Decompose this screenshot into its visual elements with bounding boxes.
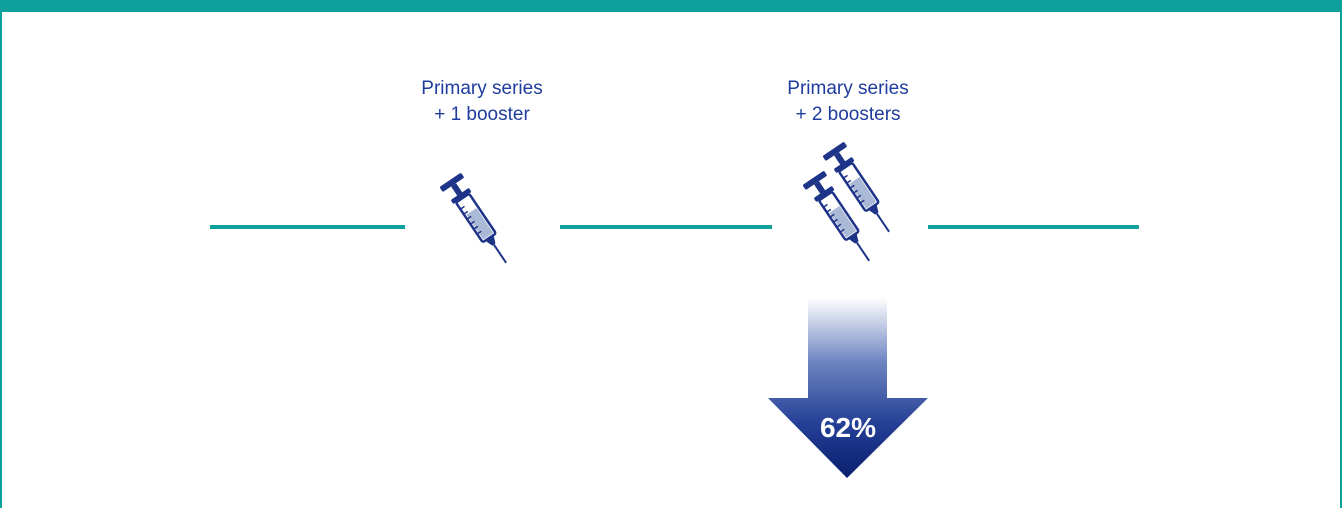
label-one-booster-line1: Primary series (421, 78, 543, 99)
timeline-segment-left (210, 225, 405, 229)
arrow-down-icon: 62% (768, 298, 928, 478)
label-two-boosters: Primary series + 2 boosters (718, 76, 978, 128)
label-one-booster: Primary series + 1 booster (352, 76, 612, 128)
syringe-icon (438, 171, 519, 272)
top-bar (0, 0, 1342, 12)
label-two-boosters-line2: + 2 boosters (795, 104, 901, 125)
timeline-segment-middle (560, 225, 772, 229)
label-two-boosters-line1: Primary series (787, 78, 909, 99)
reduction-value: 62% (820, 412, 876, 443)
timeline-segment-right (928, 225, 1139, 229)
label-one-booster-line2: + 1 booster (434, 104, 530, 125)
